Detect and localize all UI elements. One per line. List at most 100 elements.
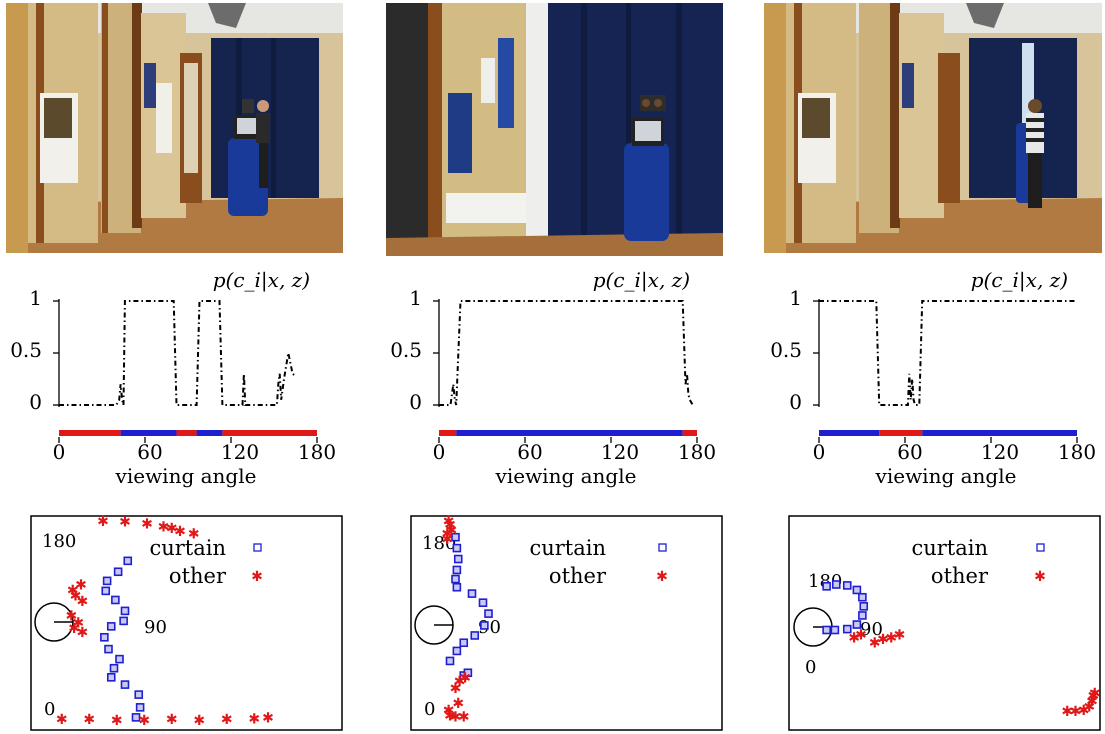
other-point: ✱ <box>66 608 78 624</box>
other-point: ✱ <box>166 712 178 728</box>
x-axis-label: viewing angle <box>115 464 257 488</box>
curtain-point <box>484 609 493 618</box>
other-point: ✱ <box>446 523 458 539</box>
curtain-point <box>102 576 112 586</box>
curtain-point <box>842 624 852 634</box>
x-tick-label: 60 <box>517 440 542 464</box>
scene-photo-middle <box>386 3 723 256</box>
x-tick-label: 0 <box>813 440 826 464</box>
curtain-point <box>134 690 144 699</box>
probability-plot-right: p(c_i|x, z) 1 0.5 0 0 60 120 180 viewing… <box>770 268 1096 488</box>
curtain-point <box>106 622 116 631</box>
other-point: ✱ <box>166 521 178 537</box>
class-strip-other <box>682 430 697 436</box>
other-point: ✱ <box>188 527 200 543</box>
other-point: ✱ <box>141 517 153 533</box>
other-point: ✱ <box>248 711 260 727</box>
x-tick-label: 120 <box>221 440 259 464</box>
other-point: ✱ <box>70 588 82 604</box>
legend-marker-other: ✱ <box>251 569 263 585</box>
curtain-point <box>452 543 462 553</box>
other-point: ✱ <box>111 713 123 729</box>
other-point: ✱ <box>450 681 462 697</box>
other-point: ✱ <box>68 621 80 637</box>
angle-label-0: 0 <box>424 699 435 720</box>
other-point: ✱ <box>75 578 87 594</box>
curtain-point <box>831 580 841 589</box>
angle-label-0: 0 <box>805 657 816 678</box>
curtain-point <box>101 586 111 596</box>
class-strip-other <box>176 430 197 436</box>
curtain-point <box>852 585 862 595</box>
legend-label-curtain: curtain <box>911 536 988 560</box>
other-point: ✱ <box>138 713 150 729</box>
other-point: ✱ <box>444 709 456 725</box>
curtain-point <box>452 582 462 592</box>
class-strip-other <box>439 430 457 436</box>
probability-series-line <box>59 300 297 406</box>
other-point: ✱ <box>77 625 89 641</box>
other-point: ✱ <box>450 709 462 725</box>
other-point: ✱ <box>848 630 860 646</box>
map-frame <box>410 515 723 731</box>
other-point: ✱ <box>444 517 456 533</box>
legend-label-curtain: curtain <box>149 536 226 560</box>
class-strip-curtain <box>456 430 683 436</box>
x-tick-label: 120 <box>981 440 1019 464</box>
other-point: ✱ <box>443 515 455 530</box>
other-point: ✱ <box>193 713 205 729</box>
legend-label-other: other <box>169 564 227 588</box>
other-point: ✱ <box>869 636 881 652</box>
plot-title: p(c_i|x, z) <box>971 268 1068 293</box>
scan-map-left: 180 90 0 curtain other ✱ ✱✱✱✱✱✱✱✱✱ ✱ ✱ ✱✱✱ ✱… <box>30 515 343 731</box>
y-tick-label: 0.5 <box>390 338 422 362</box>
curtain-point <box>822 582 831 591</box>
x-axis-label: viewing angle <box>875 464 1017 488</box>
other-point: ✱ <box>1061 704 1073 720</box>
curtain-point <box>135 703 145 712</box>
legend-label-other: other <box>931 564 989 588</box>
curtain-point <box>115 654 124 664</box>
x-tick-label: 0 <box>53 440 66 464</box>
class-strip-curtain <box>922 430 1077 436</box>
curtain-point <box>859 602 869 611</box>
curtain-point <box>445 656 455 666</box>
curtain-point <box>452 565 462 575</box>
map-frame <box>788 515 1101 731</box>
y-tick-label: 0 <box>409 390 422 414</box>
other-point: ✱ <box>443 703 455 719</box>
curtain-point <box>830 625 840 635</box>
scene-photo-right <box>764 3 1102 253</box>
other-point: ✱ <box>158 519 170 535</box>
y-tick-label: 0 <box>789 390 802 414</box>
legend-marker-curtain <box>658 543 667 552</box>
curtain-point <box>470 631 480 640</box>
other-point: ✱ <box>262 710 274 726</box>
probability-series-line <box>819 300 1077 406</box>
other-point: ✱ <box>454 674 466 690</box>
x-tick-label: 120 <box>601 440 639 464</box>
probability-series-line <box>439 300 694 406</box>
other-point: ✱ <box>72 616 84 632</box>
curtain-point <box>106 673 116 682</box>
other-point: ✱ <box>97 515 109 530</box>
curtain-point <box>451 532 460 542</box>
curtain-point <box>120 606 130 616</box>
curtain-point <box>123 556 133 566</box>
curtain-point <box>100 632 109 642</box>
x-tick-label: 180 <box>298 440 336 464</box>
class-strip-other <box>59 430 121 436</box>
curtain-point <box>451 574 460 584</box>
angle-label-90: 90 <box>860 619 883 640</box>
curtain-point <box>104 644 113 654</box>
other-point: ✱ <box>855 628 867 644</box>
curtain-point <box>109 663 119 673</box>
x-tick-label: 60 <box>137 440 162 464</box>
curtain-point <box>852 620 862 629</box>
y-tick-label: 0.5 <box>10 338 42 362</box>
probability-plot-left: p(c_i|x, z) 1 0.5 0 0 60 120 180 viewing… <box>10 268 336 488</box>
other-point: ✱ <box>452 696 464 712</box>
legend-marker-curtain <box>1036 543 1045 552</box>
angle-label-180: 180 <box>422 533 456 554</box>
legend-marker-curtain <box>253 543 262 552</box>
